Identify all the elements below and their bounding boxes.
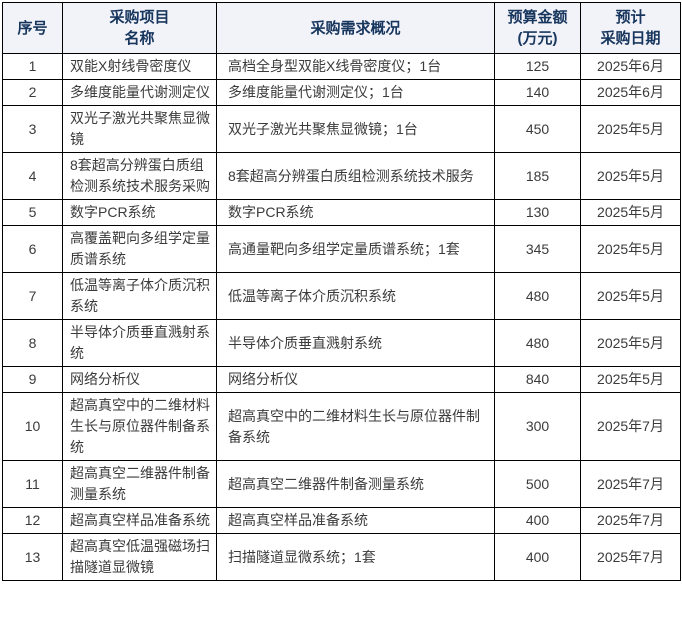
cell-project-name: 高覆盖靶向多组学定量质谱系统 bbox=[62, 225, 217, 273]
cell-serial-number: 1 bbox=[2, 53, 63, 80]
cell-demand-overview: 半导体介质垂直溅射系统 bbox=[216, 319, 495, 367]
cell-serial-number: 4 bbox=[2, 152, 63, 200]
cell-serial-number: 9 bbox=[2, 366, 63, 393]
header-date-line2: 采购日期 bbox=[600, 30, 661, 47]
cell-purchase-date: 2025年7月 bbox=[580, 507, 681, 534]
cell-project-name: 网络分析仪 bbox=[62, 366, 217, 393]
table-row: 3 双光子激光共聚焦显微镜 双光子激光共聚焦显微镜；1台 450 2025年5月 bbox=[2, 105, 681, 153]
header-name: 采购项目 名称 bbox=[62, 2, 217, 54]
cell-budget-amount: 125 bbox=[494, 53, 581, 80]
cell-serial-number: 8 bbox=[2, 319, 63, 367]
cell-demand-overview: 超高真空中的二维材料生长与原位器件制备系统 bbox=[216, 392, 495, 461]
table-row: 5 数字PCR系统 数字PCR系统 130 2025年5月 bbox=[2, 199, 681, 226]
table-row: 11 超高真空二维器件制备测量系统 超高真空二维器件制备测量系统 500 202… bbox=[2, 460, 681, 508]
header-desc-line1: 采购需求概况 bbox=[310, 19, 401, 37]
cell-project-name: 多维度能量代谢测定仪 bbox=[62, 79, 217, 106]
table-row: 4 8套超高分辨蛋白质组检测系统技术服务采购 8套超高分辨蛋白质组检测系统技术服… bbox=[2, 152, 681, 200]
cell-purchase-date: 2025年5月 bbox=[580, 152, 681, 200]
header-row: 序号 采购项目 名称 采购需求概况 预算金额 (万元) 预计 采购日期 bbox=[2, 2, 681, 54]
table-row: 9 网络分析仪 网络分析仪 840 2025年5月 bbox=[2, 366, 681, 393]
cell-budget-amount: 500 bbox=[494, 460, 581, 508]
cell-purchase-date: 2025年7月 bbox=[580, 533, 681, 581]
cell-serial-number: 11 bbox=[2, 460, 63, 508]
table-body: 1 双能X射线骨密度仪 高档全身型双能X线骨密度仪；1台 125 2025年6月… bbox=[2, 53, 681, 581]
cell-project-name: 双光子激光共聚焦显微镜 bbox=[62, 105, 217, 153]
cell-serial-number: 3 bbox=[2, 105, 63, 153]
cell-demand-overview: 高档全身型双能X线骨密度仪；1台 bbox=[216, 53, 495, 80]
table-row: 8 半导体介质垂直溅射系统 半导体介质垂直溅射系统 480 2025年5月 bbox=[2, 319, 681, 367]
cell-demand-overview: 超高真空样品准备系统 bbox=[216, 507, 495, 534]
table-row: 7 低温等离子体介质沉积系统 低温等离子体介质沉积系统 480 2025年5月 bbox=[2, 272, 681, 320]
table-row: 12 超高真空样品准备系统 超高真空样品准备系统 400 2025年7月 bbox=[2, 507, 681, 534]
cell-budget-amount: 480 bbox=[494, 272, 581, 320]
cell-project-name: 超高真空低温强磁场扫描隧道显微镜 bbox=[62, 533, 217, 581]
table-row: 1 双能X射线骨密度仪 高档全身型双能X线骨密度仪；1台 125 2025年6月 bbox=[2, 53, 681, 80]
table-row: 6 高覆盖靶向多组学定量质谱系统 高通量靶向多组学定量质谱系统；1套 345 2… bbox=[2, 225, 681, 273]
header-no: 序号 bbox=[2, 2, 63, 54]
cell-serial-number: 12 bbox=[2, 507, 63, 534]
cell-serial-number: 13 bbox=[2, 533, 63, 581]
table-row: 2 多维度能量代谢测定仪 多维度能量代谢测定仪；1台 140 2025年6月 bbox=[2, 79, 681, 106]
cell-serial-number: 5 bbox=[2, 199, 63, 226]
table-row: 10 超高真空中的二维材料生长与原位器件制备系统 超高真空中的二维材料生长与原位… bbox=[2, 392, 681, 461]
cell-purchase-date: 2025年7月 bbox=[580, 392, 681, 461]
cell-project-name: 半导体介质垂直溅射系统 bbox=[62, 319, 217, 367]
cell-project-name: 8套超高分辨蛋白质组检测系统技术服务采购 bbox=[62, 152, 217, 200]
header-budget-line1: 预算金额 bbox=[507, 9, 568, 26]
cell-demand-overview: 高通量靶向多组学定量质谱系统；1套 bbox=[216, 225, 495, 273]
cell-demand-overview: 超高真空二维器件制备测量系统 bbox=[216, 460, 495, 508]
table-header: 序号 采购项目 名称 采购需求概况 预算金额 (万元) 预计 采购日期 bbox=[2, 2, 681, 54]
cell-purchase-date: 2025年6月 bbox=[580, 79, 681, 106]
cell-purchase-date: 2025年6月 bbox=[580, 53, 681, 80]
cell-budget-amount: 400 bbox=[494, 507, 581, 534]
header-date: 预计 采购日期 bbox=[580, 2, 681, 54]
procurement-page: 序号 采购项目 名称 采购需求概况 预算金额 (万元) 预计 采购日期 bbox=[2, 2, 681, 581]
cell-project-name: 低温等离子体介质沉积系统 bbox=[62, 272, 217, 320]
cell-budget-amount: 185 bbox=[494, 152, 581, 200]
cell-budget-amount: 140 bbox=[494, 79, 581, 106]
cell-demand-overview: 双光子激光共聚焦显微镜；1台 bbox=[216, 105, 495, 153]
header-date-line1: 预计 bbox=[615, 9, 646, 26]
cell-budget-amount: 300 bbox=[494, 392, 581, 461]
cell-budget-amount: 400 bbox=[494, 533, 581, 581]
cell-demand-overview: 网络分析仪 bbox=[216, 366, 495, 393]
cell-budget-amount: 345 bbox=[494, 225, 581, 273]
cell-demand-overview: 多维度能量代谢测定仪；1台 bbox=[216, 79, 495, 106]
cell-project-name: 双能X射线骨密度仪 bbox=[62, 53, 217, 80]
cell-project-name: 超高真空二维器件制备测量系统 bbox=[62, 460, 217, 508]
header-budget: 预算金额 (万元) bbox=[494, 2, 581, 54]
cell-serial-number: 2 bbox=[2, 79, 63, 106]
cell-purchase-date: 2025年5月 bbox=[580, 319, 681, 367]
cell-budget-amount: 450 bbox=[494, 105, 581, 153]
header-name-line2: 名称 bbox=[124, 30, 155, 47]
cell-purchase-date: 2025年5月 bbox=[580, 199, 681, 226]
procurement-table: 序号 采购项目 名称 采购需求概况 预算金额 (万元) 预计 采购日期 bbox=[2, 2, 681, 581]
cell-serial-number: 7 bbox=[2, 272, 63, 320]
cell-purchase-date: 2025年7月 bbox=[580, 460, 681, 508]
cell-budget-amount: 840 bbox=[494, 366, 581, 393]
cell-purchase-date: 2025年5月 bbox=[580, 366, 681, 393]
header-no-line1: 序号 bbox=[17, 19, 48, 37]
cell-demand-overview: 8套超高分辨蛋白质组检测系统技术服务 bbox=[216, 152, 495, 200]
cell-serial-number: 10 bbox=[2, 392, 63, 461]
cell-project-name: 超高真空样品准备系统 bbox=[62, 507, 217, 534]
cell-serial-number: 6 bbox=[2, 225, 63, 273]
header-name-line1: 采购项目 bbox=[109, 9, 170, 26]
cell-demand-overview: 低温等离子体介质沉积系统 bbox=[216, 272, 495, 320]
cell-project-name: 数字PCR系统 bbox=[62, 199, 217, 226]
cell-purchase-date: 2025年5月 bbox=[580, 105, 681, 153]
cell-demand-overview: 数字PCR系统 bbox=[216, 199, 495, 226]
header-budget-line2: (万元) bbox=[517, 30, 558, 47]
cell-budget-amount: 480 bbox=[494, 319, 581, 367]
cell-budget-amount: 130 bbox=[494, 199, 581, 226]
table-row: 13 超高真空低温强磁场扫描隧道显微镜 扫描隧道显微系统；1套 400 2025… bbox=[2, 533, 681, 581]
cell-purchase-date: 2025年5月 bbox=[580, 225, 681, 273]
cell-purchase-date: 2025年5月 bbox=[580, 272, 681, 320]
header-desc: 采购需求概况 bbox=[216, 2, 495, 54]
cell-project-name: 超高真空中的二维材料生长与原位器件制备系统 bbox=[62, 392, 217, 461]
cell-demand-overview: 扫描隧道显微系统；1套 bbox=[216, 533, 495, 581]
